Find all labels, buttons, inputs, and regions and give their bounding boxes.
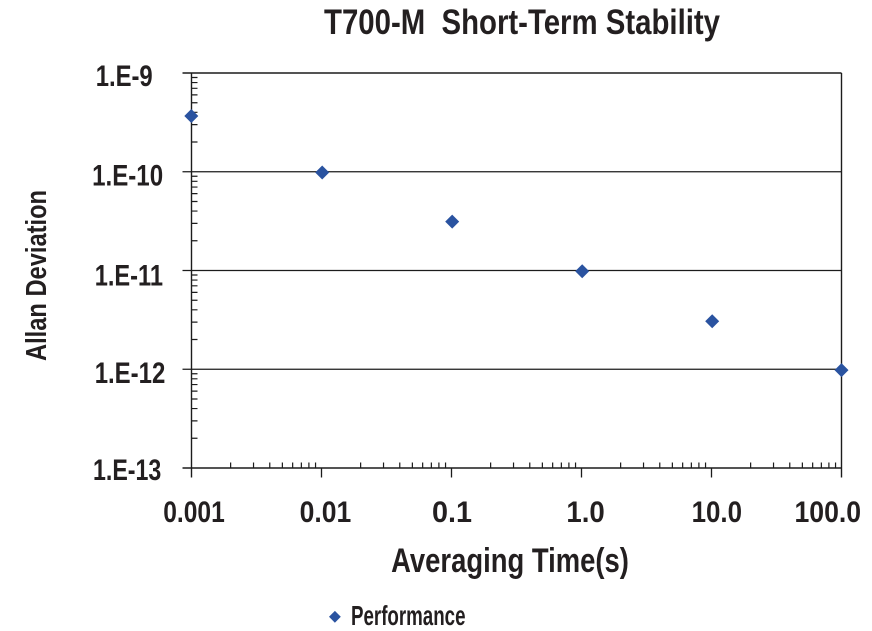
svg-text:100.0: 100.0 (795, 496, 862, 529)
svg-text:1.E-11: 1.E-11 (95, 259, 163, 292)
svg-text:1.E-13: 1.E-13 (93, 454, 161, 487)
svg-text:Performance: Performance (351, 600, 466, 631)
svg-text:T700-M Short-Term Stability: T700-M Short-Term Stability (324, 3, 720, 42)
svg-text:1.E-9: 1.E-9 (96, 60, 153, 93)
svg-text:10.0: 10.0 (692, 496, 742, 529)
svg-text:1.0: 1.0 (566, 496, 604, 529)
svg-text:Allan Deviation: Allan Deviation (21, 190, 53, 361)
svg-text:0.1: 0.1 (432, 496, 472, 529)
svg-text:1.E-10: 1.E-10 (92, 159, 163, 192)
svg-text:Averaging Time(s): Averaging Time(s) (391, 542, 629, 580)
svg-text:0.001: 0.001 (163, 496, 225, 529)
svg-text:1.E-12: 1.E-12 (95, 357, 166, 390)
svg-text:0.01: 0.01 (300, 496, 352, 529)
